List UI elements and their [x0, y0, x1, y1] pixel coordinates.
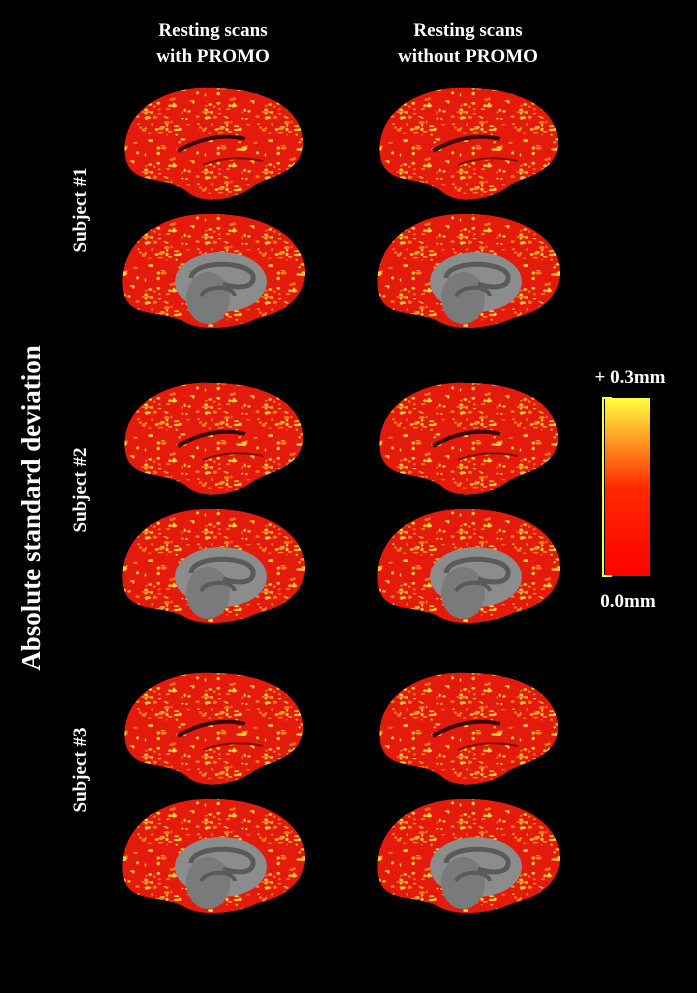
row-label: Subject #1	[70, 168, 91, 253]
medial-brain	[377, 509, 560, 623]
column-header: Resting scans	[413, 20, 522, 41]
row-label: Subject #3	[70, 728, 91, 813]
column-header: with PROMO	[156, 46, 269, 67]
row-label: Subject #2	[70, 448, 91, 533]
medial-brain	[377, 214, 560, 328]
colorbar-max-label: + 0.3mm	[595, 367, 666, 388]
colorbar-bracket	[602, 397, 612, 577]
column-header: Resting scans	[158, 20, 267, 41]
medial-brain	[122, 799, 305, 913]
medial-brain	[122, 509, 305, 623]
side-label: Absolute standard deviation	[16, 345, 46, 671]
column-header: without PROMO	[398, 46, 538, 67]
colorbar-min-label: 0.0mm	[600, 591, 656, 612]
medial-brain	[122, 214, 305, 328]
colorbar	[605, 398, 650, 576]
medial-brain	[377, 799, 560, 913]
